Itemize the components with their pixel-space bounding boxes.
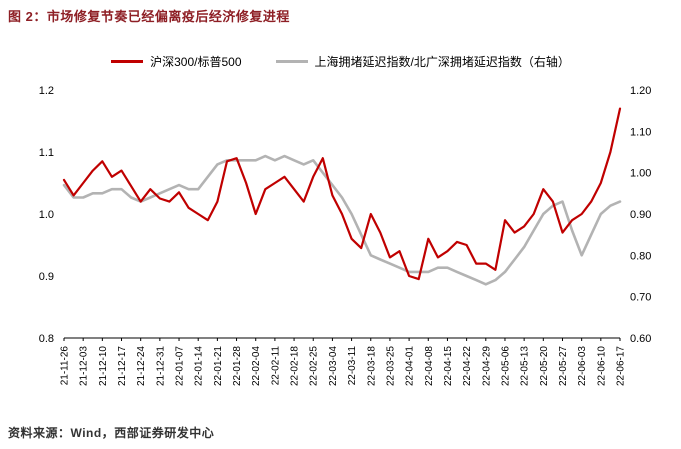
- x-axis-date-label: 22-01-21: [213, 346, 224, 386]
- x-axis-date-label: 22-03-11: [347, 346, 358, 386]
- source-note: 资料来源：Wind，西部证券研发中心: [8, 426, 215, 440]
- x-axis-date-label: 21-12-24: [136, 346, 147, 386]
- x-axis-date-label: 22-05-13: [520, 346, 531, 386]
- y-axis-left-tick-label: 1.1: [39, 147, 54, 159]
- y-axis-left-tick-label: 0.9: [39, 271, 54, 283]
- y-axis-left-tick-label: 1.0: [39, 209, 54, 221]
- figure-title: 图 2：市场修复节奏已经偏离疫后经济修复进程: [8, 9, 290, 24]
- x-axis-date-label: 21-11-26: [60, 346, 71, 386]
- x-axis-date-label: 22-01-28: [232, 346, 243, 386]
- x-axis-date-label: 22-02-11: [270, 346, 281, 386]
- series-line-csi300-spx: [62, 107, 622, 281]
- x-axis-date-label: 22-06-03: [577, 346, 588, 386]
- y-axis-left-tick-label: 1.2: [39, 85, 54, 97]
- x-axis-date-label: 21-12-03: [79, 346, 90, 386]
- x-axis-date-label: 22-06-10: [596, 346, 607, 386]
- legend-label-csi300-spx: 沪深300/标普500: [150, 55, 242, 69]
- series-line-congestion-ratio: [62, 154, 622, 286]
- x-axis-date-label: 22-01-07: [175, 346, 186, 386]
- x-axis-date-label: 22-04-22: [462, 346, 473, 386]
- x-axis-date-label: 22-03-18: [366, 346, 377, 386]
- x-axis-date-label: 22-04-01: [405, 346, 416, 386]
- y-axis-right-tick-label: 1.00: [630, 168, 651, 180]
- legend-swatch-gray-line: [275, 60, 308, 63]
- legend-label-congestion-ratio: 上海拥堵延迟指数/北广深拥堵延迟指数（右轴）: [314, 55, 570, 69]
- x-axis-date-label: 22-06-17: [616, 346, 627, 386]
- x-axis-date-label: 22-01-14: [194, 346, 205, 386]
- y-axis-right-tick-label: 0.70: [630, 292, 651, 304]
- x-axis-date-label: 22-05-27: [558, 346, 569, 386]
- legend-swatch-red-line: [111, 60, 144, 63]
- x-axis-date-label: 22-04-08: [424, 346, 435, 386]
- y-axis-right-tick-label: 1.20: [630, 85, 651, 97]
- x-axis-date-label: 22-03-04: [328, 346, 339, 386]
- x-axis-date-label: 22-04-15: [443, 346, 454, 386]
- x-axis-date-label: 21-12-10: [98, 346, 109, 386]
- x-axis-date-label: 21-12-17: [117, 346, 128, 386]
- y-axis-right-tick-label: 0.60: [630, 333, 651, 345]
- x-axis-date-label: 22-02-04: [251, 346, 262, 386]
- chart-legend: 沪深300/标普500 上海拥堵延迟指数/北广深拥堵延迟指数（右轴）: [0, 53, 681, 70]
- x-axis-date-label: 22-04-29: [481, 346, 492, 386]
- y-axis-right-tick-label: 1.10: [630, 126, 651, 138]
- legend-item-csi300-spx: 沪深300/标普500: [111, 53, 242, 70]
- x-axis-date-label: 22-05-06: [500, 346, 511, 386]
- x-axis-date-label: 22-02-18: [290, 346, 301, 386]
- x-axis-date-label: 22-03-25: [385, 346, 396, 386]
- y-axis-right-tick-label: 0.80: [630, 250, 651, 262]
- y-axis-right-tick-label: 0.90: [630, 209, 651, 221]
- legend-item-congestion-ratio: 上海拥堵延迟指数/北广深拥堵延迟指数（右轴）: [275, 53, 570, 70]
- x-axis-date-label: 21-12-31: [155, 346, 166, 386]
- x-axis-date-label: 22-02-25: [309, 346, 320, 386]
- x-axis-date-label: 22-05-20: [539, 346, 550, 386]
- y-axis-left-tick-label: 0.8: [39, 333, 54, 345]
